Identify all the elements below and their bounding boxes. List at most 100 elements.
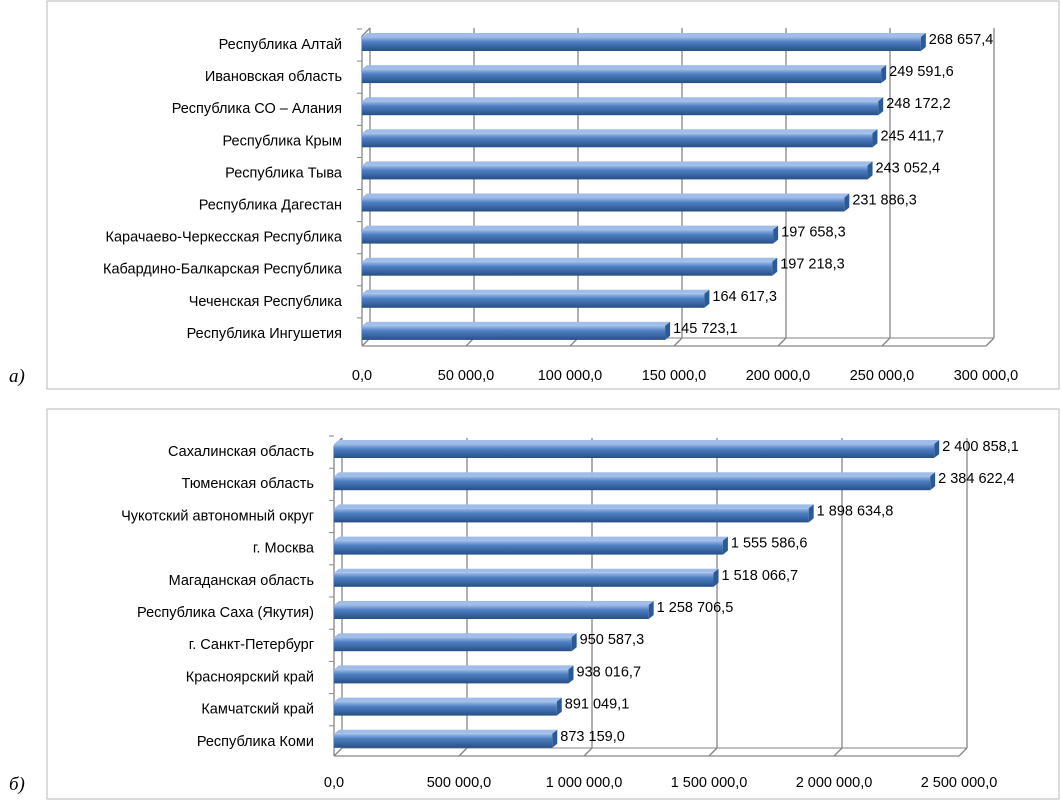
bar xyxy=(362,293,705,308)
x-tick-label: 1 500 000,0 xyxy=(671,775,748,791)
bar-group xyxy=(362,289,710,308)
category-label: Сахалинская область xyxy=(168,444,314,460)
bar xyxy=(362,133,873,148)
x-tick-label: 50 000,0 xyxy=(438,368,494,384)
category-label: Красноярский край xyxy=(186,669,314,685)
bar-end-face xyxy=(556,697,562,716)
x-tick-label: 250 000,0 xyxy=(850,368,915,384)
bar-top-face xyxy=(334,472,936,477)
category-label: Республика Крым xyxy=(223,133,342,149)
bar-top-face xyxy=(334,568,719,573)
category-label: Республика Дагестан xyxy=(199,198,342,214)
bar-end-face xyxy=(665,321,671,340)
bar-top-face xyxy=(334,440,940,444)
bar-end-face xyxy=(867,161,873,180)
x-tick-label: 2 000 000,0 xyxy=(796,775,873,791)
category-label: Ивановская область xyxy=(205,69,342,85)
bar-group xyxy=(334,568,719,587)
bar-top-face xyxy=(362,193,850,198)
bar-group xyxy=(362,129,878,148)
category-label: Карачаево-Черкесская Республика xyxy=(106,230,343,246)
bar-end-face xyxy=(571,633,577,652)
category-label: Тюменская область xyxy=(181,476,314,492)
bar-top-face xyxy=(334,633,577,638)
x-tick-label: 200 000,0 xyxy=(746,368,811,384)
bar-group xyxy=(334,472,936,491)
floor-depth-line xyxy=(583,747,593,757)
bar-group xyxy=(362,321,671,340)
bar-top-face xyxy=(362,225,779,230)
bar-group xyxy=(334,697,562,716)
data-label: 873 159,0 xyxy=(560,729,625,745)
x-tick-label: 0,0 xyxy=(352,368,372,384)
x-tick-label: 100 000,0 xyxy=(538,368,603,384)
bar xyxy=(334,701,557,716)
data-label: 145 723,1 xyxy=(673,321,738,337)
bar xyxy=(334,733,553,748)
floor-depth-line xyxy=(673,337,683,347)
chart-a-frame xyxy=(46,0,1060,390)
floor-depth-line xyxy=(833,747,843,757)
bar-group xyxy=(362,65,887,84)
bar-group xyxy=(334,729,558,748)
bar-group xyxy=(362,225,779,244)
bar-end-face xyxy=(934,440,940,458)
bar-group xyxy=(334,633,577,652)
chart-a: 0,0 50 000,0 100 000,0 150 000,0 200 000,0 25… xyxy=(103,27,1018,384)
bar xyxy=(334,669,569,684)
bar-top-face xyxy=(362,321,671,326)
data-label: 2 384 622,4 xyxy=(938,471,1015,487)
bar-top-face xyxy=(334,665,574,670)
category-label: Республика Ингушетия xyxy=(187,326,342,342)
bar-end-face xyxy=(704,289,710,308)
bar-top-face xyxy=(362,257,778,262)
data-label: 891 049,1 xyxy=(565,697,630,713)
bar-group xyxy=(334,536,728,555)
bar-end-face xyxy=(568,665,574,684)
bar-top-face xyxy=(334,601,654,605)
bar-group xyxy=(362,193,850,212)
data-label: 1 518 066,7 xyxy=(722,568,799,584)
bar xyxy=(334,444,935,458)
chart-b-frame xyxy=(46,408,1060,800)
bar-group xyxy=(362,33,926,51)
bar-end-face xyxy=(773,225,779,244)
bar-top-face xyxy=(362,97,884,102)
bar-end-face xyxy=(772,257,778,276)
category-label: г. Санкт-Петербург xyxy=(189,637,314,653)
category-label: Республика Тыва xyxy=(225,165,343,181)
data-label: 938 016,7 xyxy=(577,664,642,680)
bar-top-face xyxy=(362,161,873,166)
bar-end-face xyxy=(808,504,814,523)
bar-end-face xyxy=(881,65,887,84)
bar-end-face xyxy=(552,729,558,748)
data-label: 950 587,3 xyxy=(580,632,645,648)
data-label: 245 411,7 xyxy=(880,128,943,144)
bar xyxy=(362,197,845,212)
bar-top-face xyxy=(362,65,887,70)
panel-label-a: а) xyxy=(9,366,25,387)
bar-group xyxy=(362,257,778,276)
data-label: 1 898 634,8 xyxy=(817,503,894,519)
category-label: Кабардино-Балкарская Республика xyxy=(103,262,343,278)
bar-end-face xyxy=(648,601,654,619)
category-label: Республика Коми xyxy=(197,734,314,750)
category-label: Чукотский автономный округ xyxy=(121,508,314,524)
data-label: 248 172,2 xyxy=(886,96,951,112)
data-label: 1 258 706,5 xyxy=(657,600,734,616)
bar xyxy=(334,572,714,587)
data-label: 197 218,3 xyxy=(780,257,845,273)
data-label: 268 657,4 xyxy=(929,32,994,48)
category-label: Магаданская область xyxy=(169,573,314,589)
panel-label-b: б) xyxy=(9,774,25,795)
bar xyxy=(334,540,723,555)
floor-depth-line xyxy=(708,747,718,757)
bar-group xyxy=(362,161,873,180)
floor-depth-line xyxy=(985,337,995,347)
bar-top-face xyxy=(334,697,562,702)
bar xyxy=(334,605,649,619)
bar-end-face xyxy=(722,536,728,555)
bar xyxy=(334,637,572,652)
bar-end-face xyxy=(920,33,926,51)
floor-depth-line xyxy=(333,747,343,757)
